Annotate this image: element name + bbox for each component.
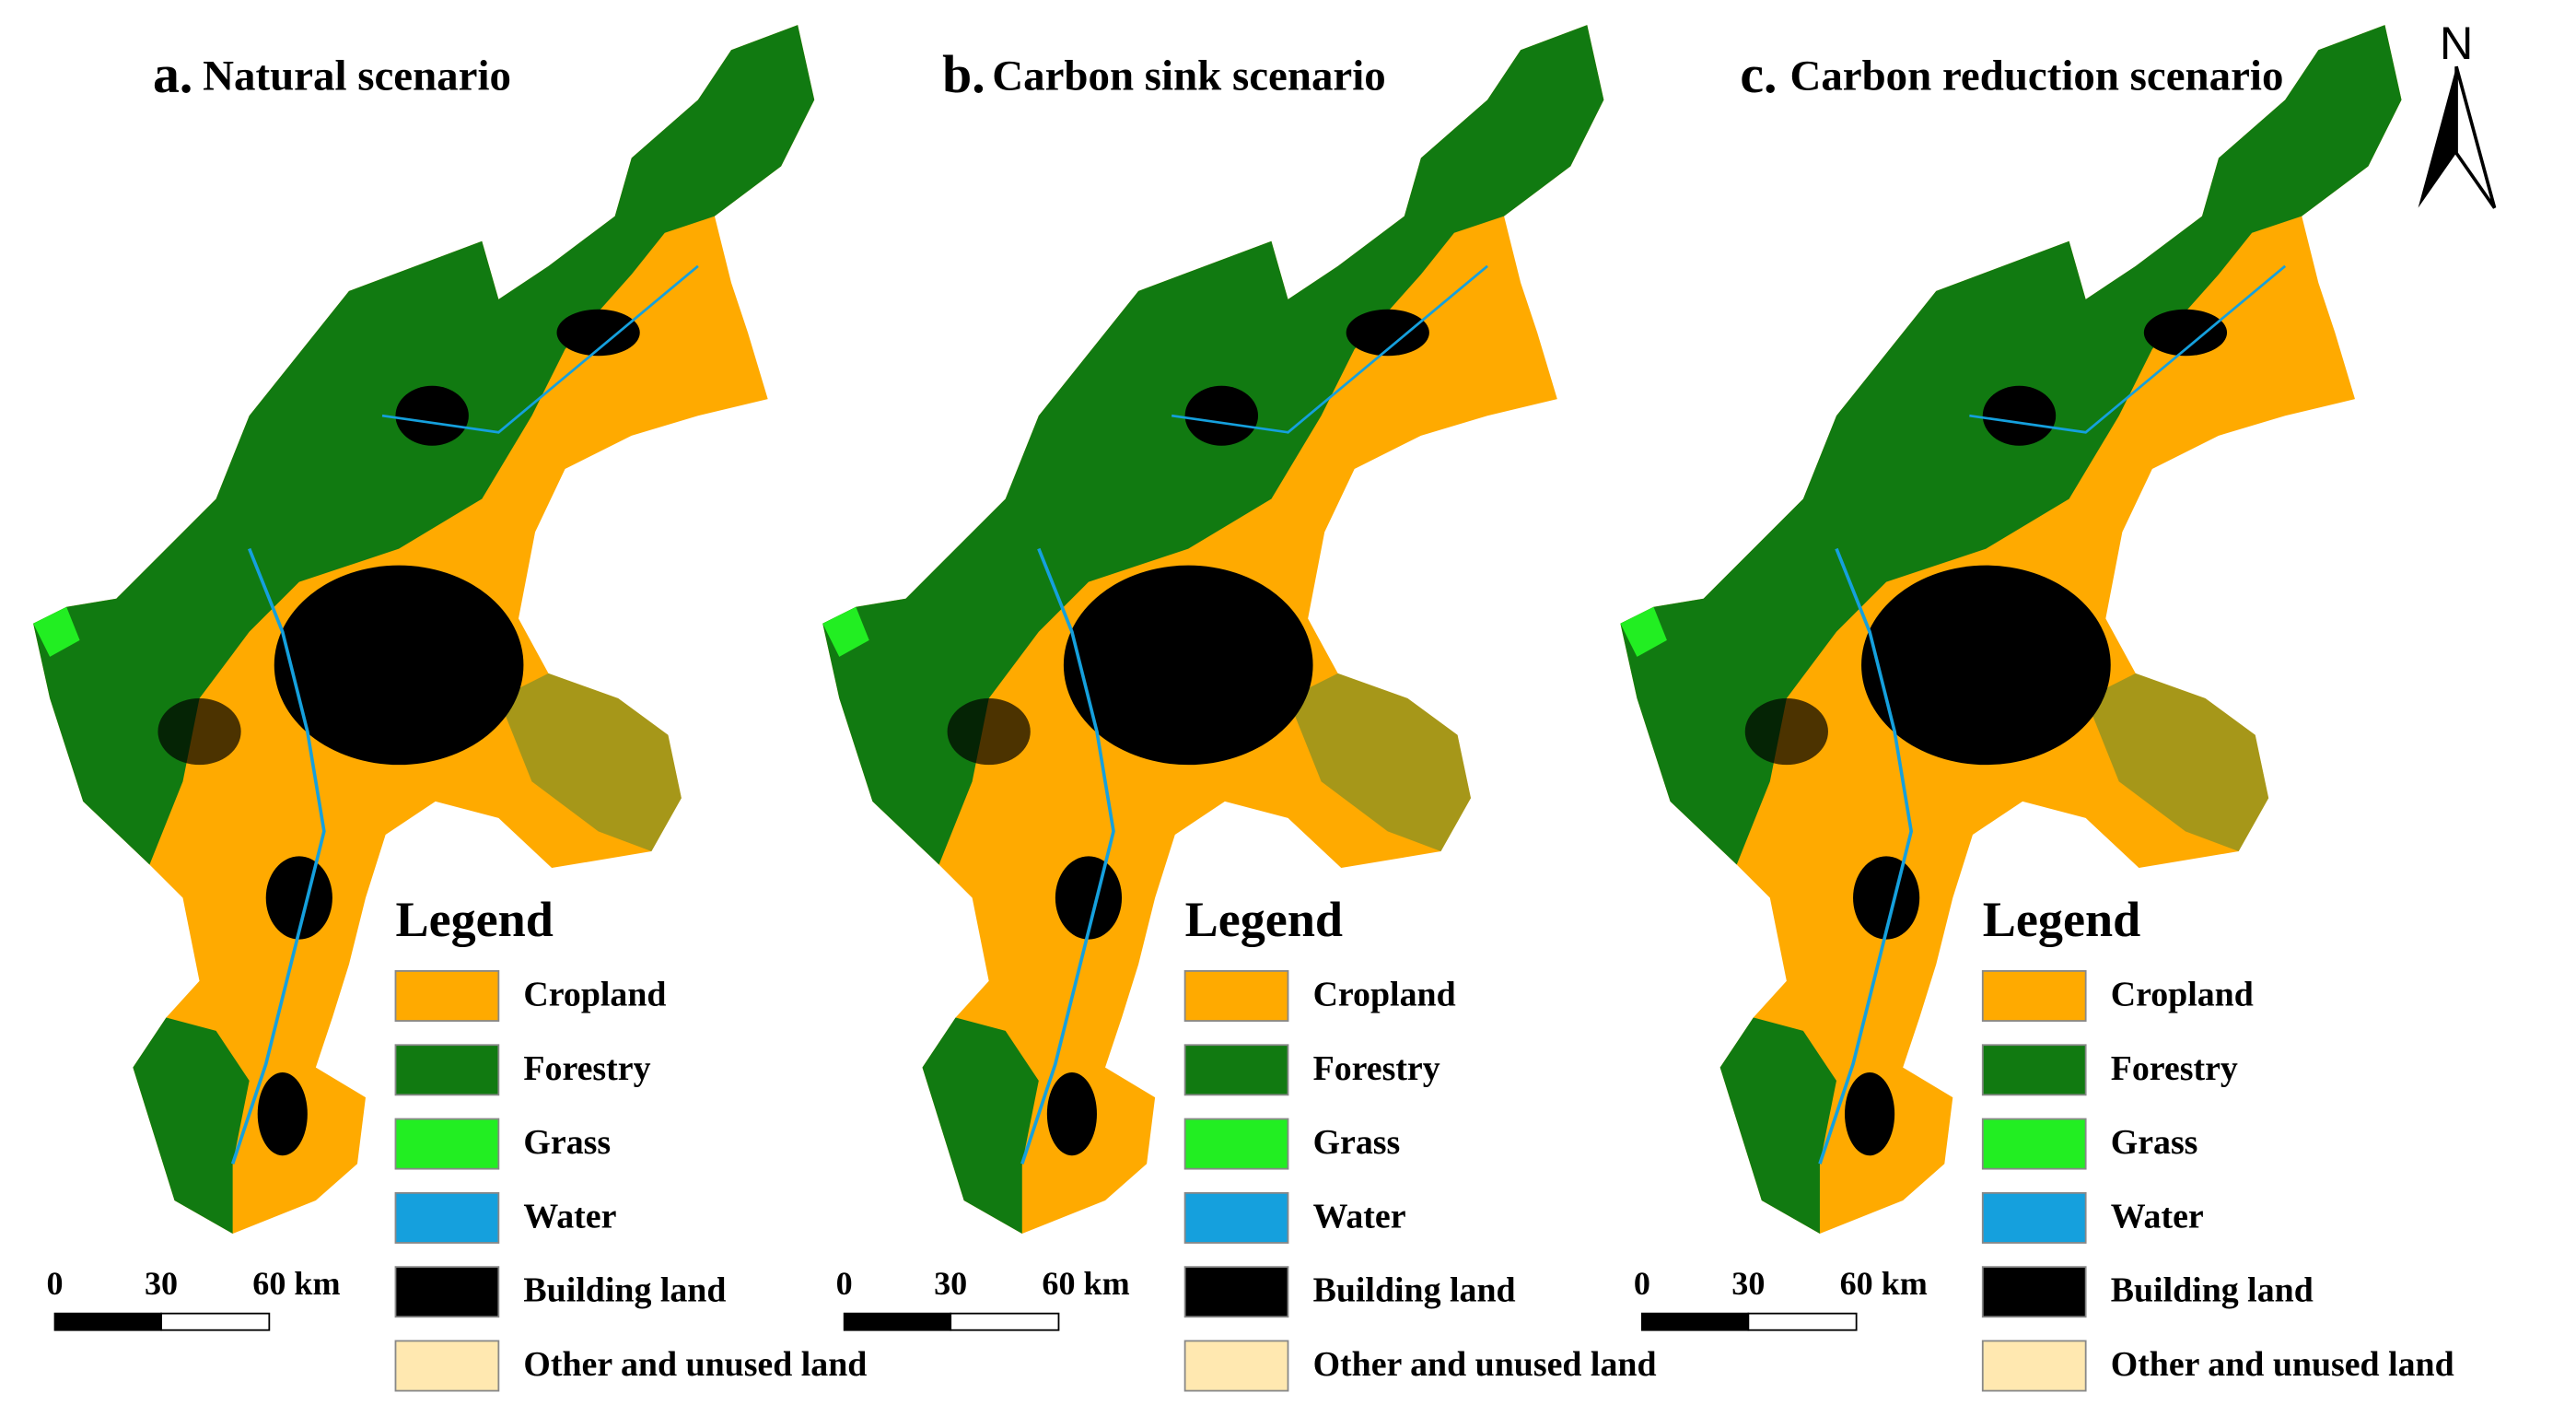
region-building [274,565,524,766]
legend-label: Forestry [523,1049,650,1088]
legend-swatch [394,970,500,1022]
legend-label: Water [2111,1197,2204,1235]
region-building [1744,697,1828,766]
legend-title: Legend [395,892,553,947]
region-building [1346,309,1429,357]
region-building [1055,856,1123,940]
legend-swatch [1981,1191,2087,1244]
region-grass [1620,606,1667,657]
legend-label: Building land [2111,1271,2314,1310]
river [230,547,326,1165]
river [1171,264,1488,434]
panel-title: Natural scenario [203,52,511,100]
north-arrow-right [2454,65,2497,209]
legend-swatch [1981,1340,2087,1392]
north-label: N [2440,17,2473,69]
scale-bar-black [53,1312,162,1331]
legend-title: Legend [1185,892,1343,947]
river [381,264,699,434]
scale-bar-white [1747,1312,1858,1331]
region-forest [498,673,682,852]
legend-label: Cropland [523,976,666,1014]
legend-swatch [1981,970,2087,1022]
legend-label: Water [523,1197,616,1235]
scale-label: 30 [934,1265,967,1302]
region-building [1982,385,2057,446]
legend-swatch [394,1340,500,1392]
legend-label: Other and unused land [2111,1345,2454,1384]
scale-label: 0 [1634,1265,1650,1302]
region-forest [922,1017,1039,1235]
legend-label: Other and unused land [523,1345,867,1384]
region-building [1861,565,2111,766]
river [1969,264,2287,434]
region-building [2143,309,2228,357]
region-grass [822,606,869,657]
region-building [556,309,640,357]
scale-label: 30 [145,1265,178,1302]
legend-swatch [1981,1118,2087,1170]
legend-swatch [394,1044,500,1096]
legend-swatch [394,1266,500,1318]
legend-swatch [1183,1044,1289,1096]
region-building [1853,856,1920,940]
legend-label: Water [1313,1197,1406,1235]
legend-swatch [1183,970,1289,1022]
scale-label: 30 [1731,1265,1765,1302]
region-building [1184,385,1259,446]
legend-title: Legend [1983,892,2140,947]
legend-label: Other and unused land [1313,1345,1657,1384]
map-panel: c. Carbon reduction scenario Legend Croplan… [1620,25,2454,1392]
region-building [1046,1072,1097,1156]
legend-swatch [1981,1044,2087,1096]
region-building [1063,565,1313,766]
scale-label: 0 [47,1265,64,1302]
panel-letter: a. [153,46,192,104]
legend-label: Grass [1313,1123,1401,1162]
legend-label: Building land [523,1271,726,1310]
legend-swatch [394,1191,500,1244]
region-forest [133,1017,250,1235]
scale-label: 0 [836,1265,853,1302]
scale-bar-black [843,1312,952,1331]
region-building [1845,1072,1895,1156]
scale-bar-white [160,1312,271,1331]
legend-swatch [1183,1191,1289,1244]
panel-title: Carbon sink scenario [992,52,1385,100]
legend-label: Building land [1313,1271,1516,1310]
region-forest [2085,673,2269,852]
scale-bar-black [1640,1312,1750,1331]
region-building [257,1072,308,1156]
map-panel: a. Natural scenario Legend Cropland Forestry… [33,25,867,1392]
panel-letter: b. [942,46,985,104]
scale-label: 60 km [1042,1265,1129,1302]
legend-swatch [1183,1266,1289,1318]
scale-label: 60 km [1840,1265,1928,1302]
legend-label: Cropland [2111,976,2254,1014]
panel-letter: c. [1740,46,1777,104]
region-building [395,385,469,446]
legend-swatch [1183,1340,1289,1392]
region-building [265,856,332,940]
region-building [157,697,241,766]
scale-label: 60 km [252,1265,340,1302]
legend-swatch [1981,1266,2087,1318]
legend-label: Grass [523,1123,611,1162]
legend-label: Cropland [1313,976,1456,1014]
river [1818,547,1914,1165]
scale-bar-white [950,1312,1060,1331]
region-building [947,697,1031,766]
region-grass [33,606,80,657]
legend-swatch [394,1118,500,1170]
region-forest [1719,1017,1836,1235]
panel-title: Carbon reduction scenario [1789,52,2283,100]
region-forest [1288,673,1471,852]
map-panel: b. Carbon sink scenario Legend Cropland Fore… [822,25,1657,1392]
legend-label: Grass [2111,1123,2198,1162]
river [1020,547,1115,1165]
legend-label: Forestry [2111,1049,2238,1088]
legend-swatch [1183,1118,1289,1170]
legend-label: Forestry [1313,1049,1440,1088]
